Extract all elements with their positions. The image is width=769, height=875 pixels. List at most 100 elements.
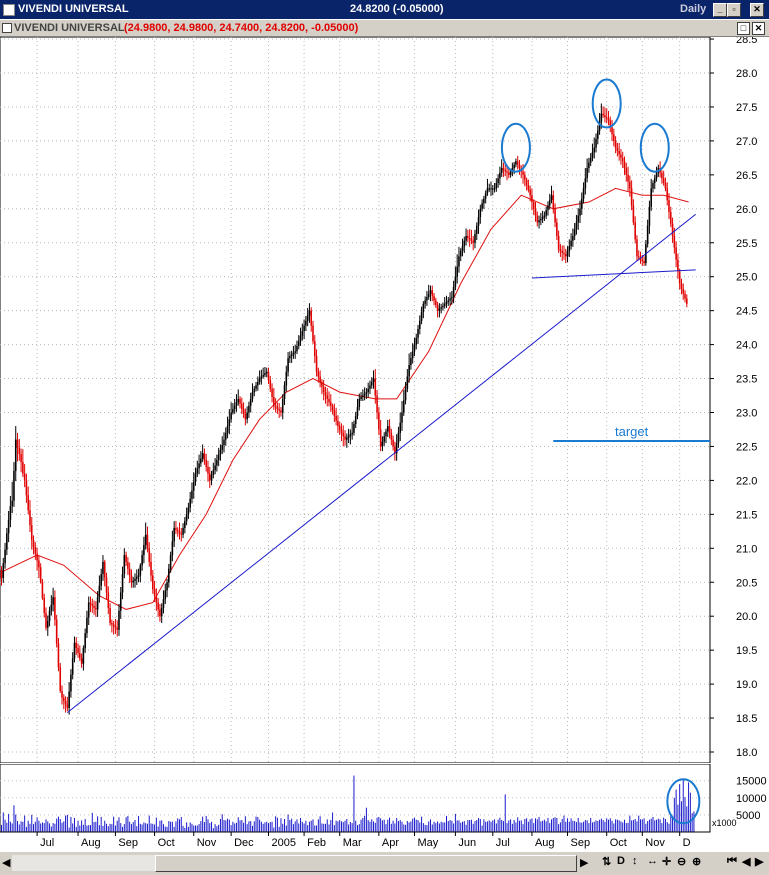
candle-body	[358, 398, 361, 408]
candle-body	[237, 398, 240, 403]
candle-body	[479, 208, 482, 217]
candle-body	[572, 235, 574, 241]
candle-body	[187, 507, 190, 515]
candle-body	[618, 151, 620, 155]
candle-body	[675, 247, 677, 260]
candle-body	[532, 202, 535, 209]
candle-body	[543, 215, 546, 217]
candle-body	[340, 429, 343, 433]
candle-body	[518, 164, 521, 169]
toggle-icon[interactable]: ⇅	[602, 856, 612, 868]
restore-button[interactable]: ▫	[727, 3, 741, 17]
candle-body	[185, 514, 188, 522]
candle-body	[556, 222, 558, 236]
candle-body	[50, 604, 53, 611]
candle-body	[20, 453, 22, 463]
candle-body	[299, 335, 302, 342]
candle-body	[497, 178, 499, 183]
candle-body	[285, 371, 288, 386]
month-label: May	[417, 837, 438, 849]
candle-body	[203, 453, 206, 461]
candle-body	[451, 297, 453, 299]
plot-frame	[0, 37, 711, 763]
candle-body	[71, 658, 74, 675]
candle-body	[454, 276, 457, 287]
candle-body	[484, 193, 487, 199]
zoom-in-icon[interactable]: ⊕	[692, 856, 702, 868]
candle-body	[573, 229, 576, 236]
zoom-out-icon[interactable]: ⊖	[677, 856, 687, 868]
price-tick-label: 23.5	[736, 374, 757, 386]
candle-body	[570, 240, 572, 247]
month-label: Nov	[197, 837, 217, 849]
candle-body	[417, 328, 419, 338]
nav-prev-icon[interactable]: ◀	[742, 856, 751, 868]
candle-body	[48, 610, 51, 621]
candle-body	[525, 179, 528, 186]
candle-body	[563, 252, 565, 255]
candle-body	[643, 261, 645, 264]
candle-body	[616, 147, 619, 152]
candle-body	[630, 188, 633, 206]
candle-body	[7, 519, 10, 534]
bottom-toolbar: ◀ ▶ ⇅ D ↕ ↔ ✛ ⊖ ⊕ ⏮ ◀ ▶	[0, 851, 769, 875]
candle-body	[516, 161, 519, 165]
candle-body	[244, 413, 247, 420]
annotations: target	[500, 78, 710, 443]
candle-body	[79, 652, 81, 659]
candle-body	[534, 208, 537, 216]
price-tick-label: 21.0	[736, 543, 757, 555]
month-label: Dec	[234, 837, 254, 849]
crosshair-icon[interactable]: ✛	[662, 856, 672, 868]
minimize-button[interactable]: _	[713, 3, 727, 17]
candle-body	[134, 578, 136, 581]
scroll-thumb[interactable]	[155, 855, 577, 872]
pane-maximize-button[interactable]: □	[737, 22, 750, 35]
candle-body	[118, 610, 120, 630]
zoom-horizontal-icon[interactable]: ↔	[647, 855, 658, 867]
candle-body	[96, 597, 99, 610]
candle-body	[338, 426, 341, 430]
price-tick-label: 28.0	[736, 68, 757, 80]
candle-body	[609, 120, 612, 128]
candle-body	[605, 117, 608, 119]
candle-body	[305, 320, 307, 326]
candle-body	[648, 206, 651, 226]
zoom-vertical-icon[interactable]: ↕	[632, 855, 638, 867]
candle-body	[55, 619, 58, 644]
candle-body	[294, 351, 296, 353]
nav-next-icon[interactable]: ▶	[755, 856, 764, 868]
scroll-right-arrow-icon[interactable]: ▶	[580, 857, 589, 869]
price-tick-label: 28.5	[736, 37, 757, 46]
candle-body	[128, 568, 131, 576]
candle-body	[289, 356, 291, 359]
candle-body	[162, 599, 165, 609]
pane-close-button[interactable]: ✕	[752, 22, 765, 35]
candle-body	[593, 147, 596, 153]
candle-body	[64, 701, 67, 705]
scroll-left-arrow-icon[interactable]: ◀	[2, 857, 11, 869]
candle-body	[153, 589, 156, 596]
candle-body	[73, 642, 76, 659]
candle-body	[445, 301, 448, 304]
candle-body	[2, 563, 5, 579]
candle-body	[506, 171, 508, 173]
candle-body	[175, 527, 177, 530]
candle-body	[191, 490, 193, 499]
period-daily-button[interactable]: D	[617, 855, 625, 867]
candle-body	[287, 358, 289, 372]
candle-body	[77, 648, 79, 653]
candle-body	[54, 597, 56, 620]
candle-body	[66, 704, 69, 708]
candle-body	[233, 405, 236, 410]
candle-body	[278, 409, 280, 411]
candle-body	[223, 439, 225, 446]
candle-body	[419, 320, 421, 329]
candle-body	[636, 239, 638, 257]
candle-body	[392, 439, 394, 447]
close-button[interactable]: ✕	[750, 3, 764, 17]
candle-body	[678, 271, 681, 284]
nav-start-icon[interactable]: ⏮	[727, 855, 737, 867]
candle-body	[385, 431, 387, 437]
